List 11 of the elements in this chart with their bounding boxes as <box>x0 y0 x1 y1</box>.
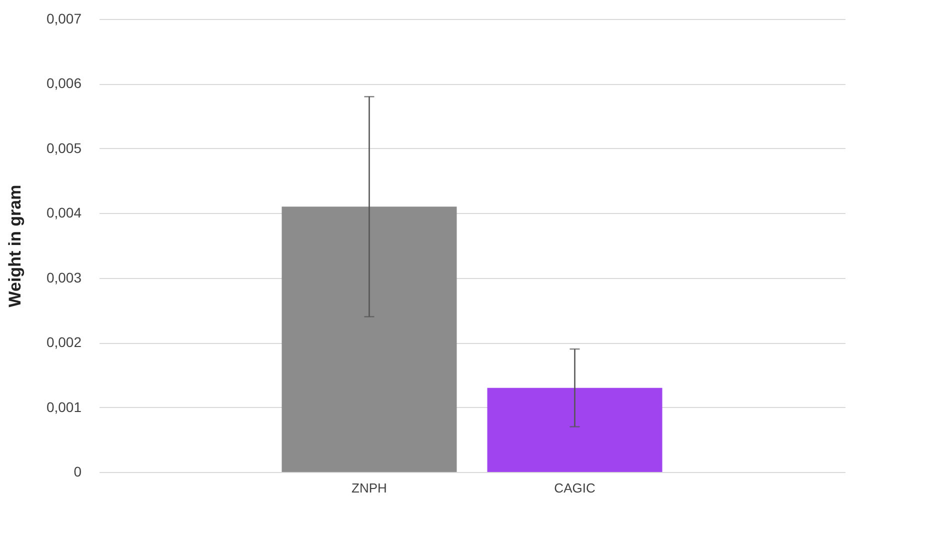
y-tick-label: 0,005 <box>46 140 82 156</box>
y-tick-label: 0,001 <box>46 398 82 415</box>
x-tick-label: CAGIC <box>554 480 596 496</box>
y-tick-label: 0 <box>74 464 82 480</box>
y-tick-label: 0,002 <box>46 334 82 350</box>
y-axis-title: Weight in gram <box>5 184 24 308</box>
x-tick-label: ZNPH <box>352 480 387 496</box>
y-tick-label: 0,006 <box>46 75 82 92</box>
y-tick-label: 0,007 <box>46 10 82 26</box>
y-tick-label: 0,004 <box>46 204 82 221</box>
y-tick-label: 0,003 <box>46 269 82 286</box>
